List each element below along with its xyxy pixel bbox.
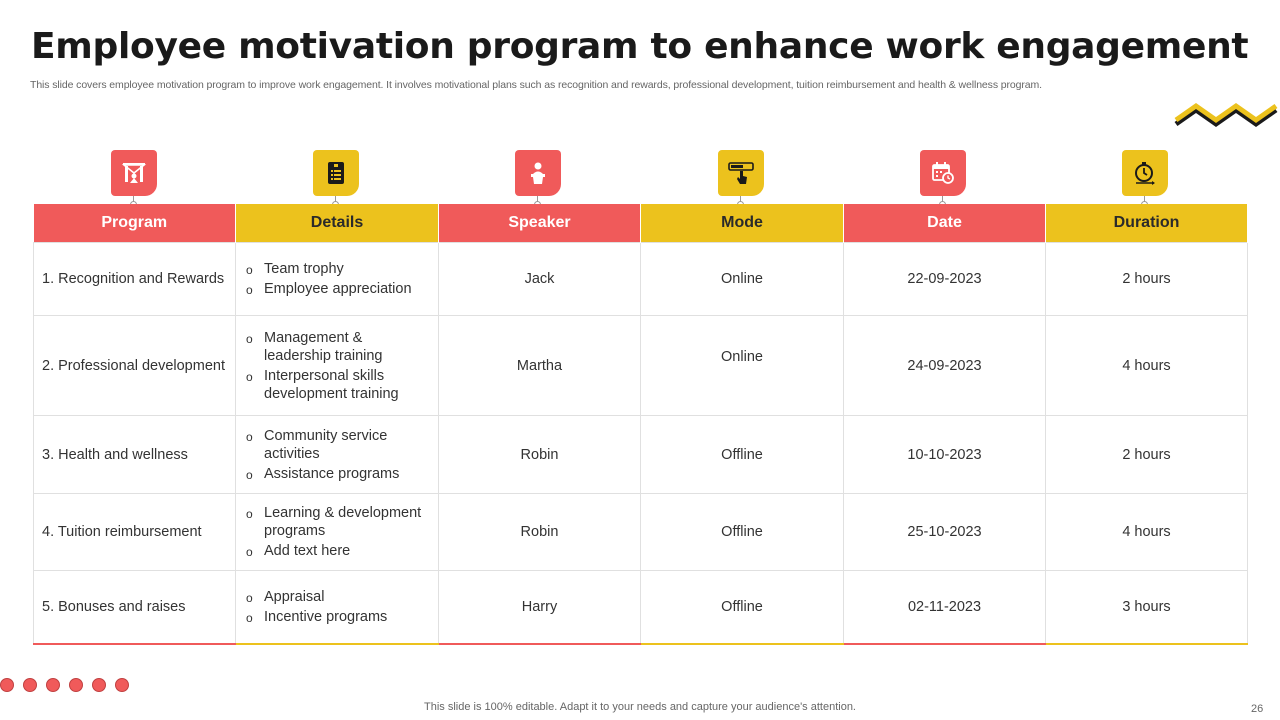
program-cell: 1. Recognition and Rewards (33, 242, 236, 316)
speaker-cell: Robin (438, 415, 641, 494)
dot-icon (92, 678, 106, 692)
calendar-clock-icon (932, 162, 954, 184)
table-row: 4. Tuition reimbursement Learning & deve… (33, 493, 1248, 571)
duration-cell: 2 hours (1045, 242, 1248, 316)
table-row: 1. Recognition and Rewards Team trophy E… (33, 242, 1248, 316)
details-cell: Management & leadership training Interpe… (235, 315, 439, 416)
details-cell: Appraisal Incentive programs (235, 570, 439, 645)
program-cell: 4. Tuition reimbursement (33, 493, 236, 571)
details-cell: Learning & development programs Add text… (235, 493, 439, 571)
details-header-icon (313, 150, 359, 208)
date-cell: 24-09-2023 (843, 315, 1046, 416)
detail-item: Interpersonal skills development trainin… (244, 367, 430, 403)
mode-cell: Offline (640, 570, 844, 645)
mode-cell: Online (640, 315, 844, 416)
table-row: 3. Health and wellness Community service… (33, 415, 1248, 494)
program-table: Program Details Speaker Mode Date Durati… (33, 204, 1248, 645)
header-speaker: Speaker (438, 204, 641, 243)
table-row: 2. Professional development Management &… (33, 315, 1248, 416)
date-cell: 10-10-2023 (843, 415, 1046, 494)
detail-item: Learning & development programs (244, 504, 430, 540)
detail-item: Team trophy (244, 260, 430, 279)
zigzag-decoration-icon (1174, 102, 1278, 128)
duration-cell: 2 hours (1045, 415, 1248, 494)
header-mode: Mode (640, 204, 844, 243)
timer-icon (1135, 162, 1155, 185)
detail-item: Management & leadership training (244, 329, 430, 365)
dot-icon (23, 678, 37, 692)
dot-icon (69, 678, 83, 692)
duration-header-icon (1122, 150, 1168, 208)
detail-item: Add text here (244, 542, 430, 561)
header-duration: Duration (1045, 204, 1248, 243)
speaker-cell: Jack (438, 242, 641, 316)
duration-cell: 4 hours (1045, 315, 1248, 416)
speaker-cell: Harry (438, 570, 641, 645)
footer-note: This slide is 100% editable. Adapt it to… (424, 701, 856, 713)
dot-icon (0, 678, 14, 692)
date-cell: 25-10-2023 (843, 493, 1046, 571)
table-header-row: Program Details Speaker Mode Date Durati… (33, 204, 1248, 243)
speaker-cell: Martha (438, 315, 641, 416)
document-list-icon (328, 162, 344, 184)
program-cell: 3. Health and wellness (33, 415, 236, 494)
page-number: 26 (1251, 703, 1264, 715)
touch-screen-icon (728, 162, 754, 184)
slide-subtitle: This slide covers employee motivation pr… (30, 79, 1043, 91)
duration-cell: 3 hours (1045, 570, 1248, 645)
program-cell: 2. Professional development (33, 315, 236, 416)
mode-cell: Online (640, 242, 844, 316)
header-program: Program (33, 204, 236, 243)
program-header-icon (111, 150, 157, 208)
header-details: Details (235, 204, 439, 243)
mode-cell: Offline (640, 493, 844, 571)
slide-title: Employee motivation program to enhance w… (31, 26, 1249, 67)
date-cell: 22-09-2023 (843, 242, 1046, 316)
program-cell: 5. Bonuses and raises (33, 570, 236, 645)
speaker-header-icon (515, 150, 561, 208)
speaker-podium-icon (531, 162, 545, 184)
table-row: 5. Bonuses and raises Appraisal Incentiv… (33, 570, 1248, 645)
decorative-dots (0, 678, 129, 692)
detail-item: Incentive programs (244, 608, 430, 627)
dot-icon (46, 678, 60, 692)
dot-icon (115, 678, 129, 692)
detail-item: Community service activities (244, 427, 430, 463)
date-header-icon (920, 150, 966, 208)
detail-item: Assistance programs (244, 465, 430, 484)
mode-cell: Offline (640, 415, 844, 494)
details-cell: Community service activities Assistance … (235, 415, 439, 494)
presentation-board-icon (121, 163, 147, 183)
speaker-cell: Robin (438, 493, 641, 571)
mode-header-icon (718, 150, 764, 208)
details-cell: Team trophy Employee appreciation (235, 242, 439, 316)
duration-cell: 4 hours (1045, 493, 1248, 571)
detail-item: Appraisal (244, 588, 430, 607)
header-date: Date (843, 204, 1046, 243)
date-cell: 02-11-2023 (843, 570, 1046, 645)
detail-item: Employee appreciation (244, 280, 430, 299)
